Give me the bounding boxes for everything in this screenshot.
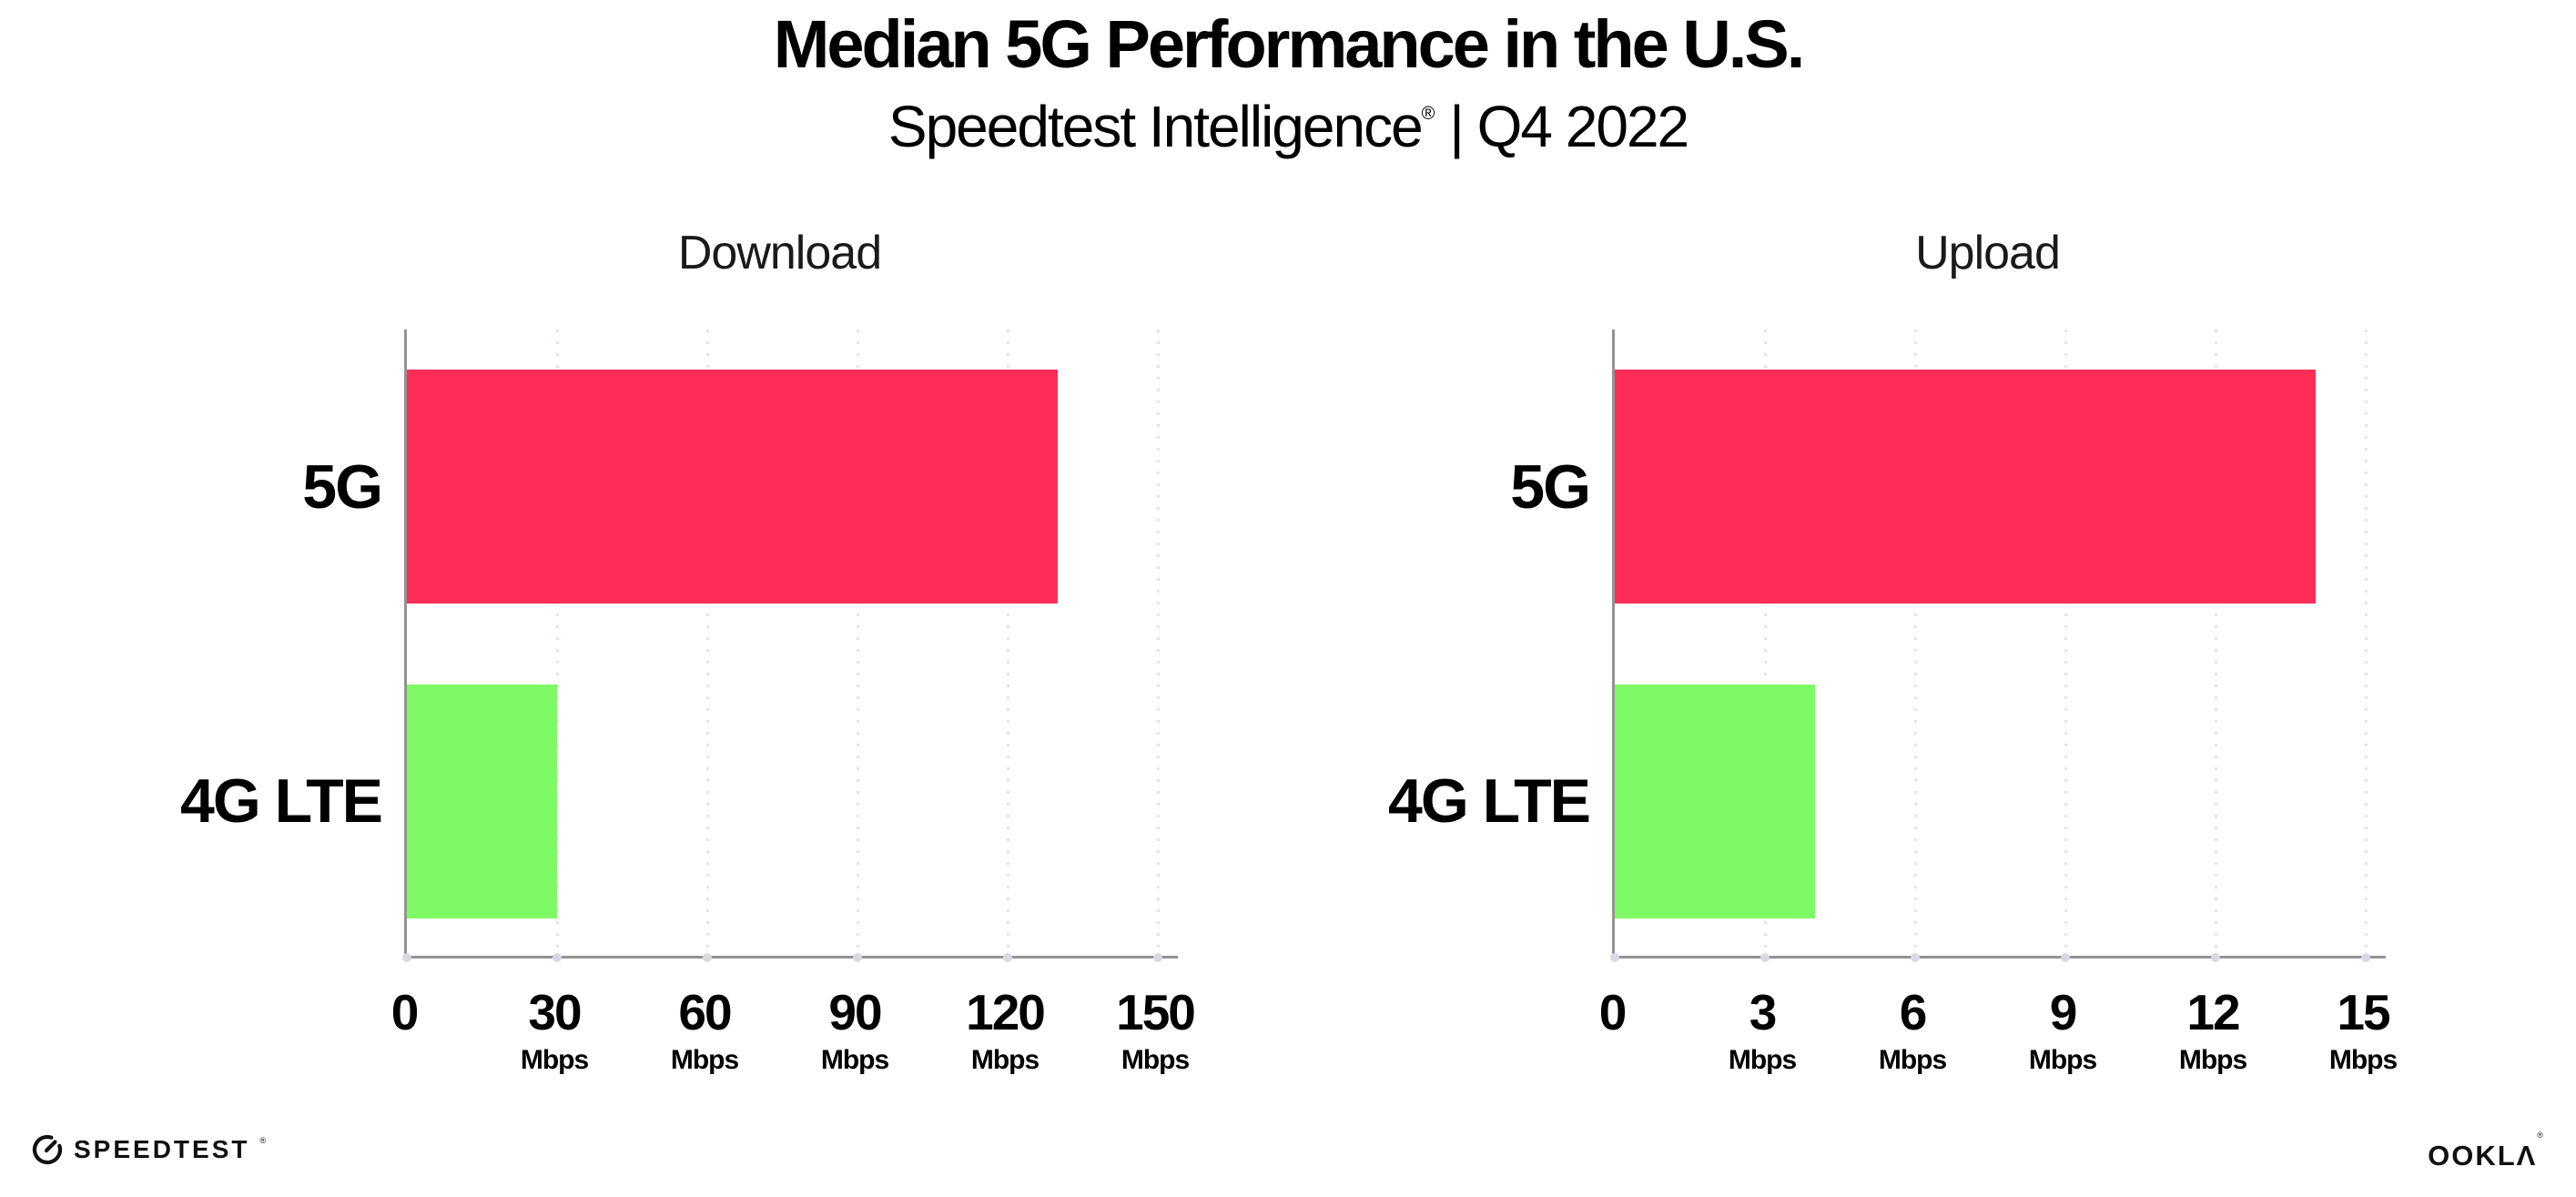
axis-tick-dot-6-upload — [1911, 953, 1920, 962]
gridline-15-upload — [2364, 330, 2368, 956]
x-tick-90-download: 90 Mbps — [773, 983, 937, 1076]
ookla-logo: OOKLΛ ® — [2428, 1131, 2543, 1172]
axis-tick-dot-0-upload — [1610, 953, 1619, 962]
tick-value: 12 — [2186, 984, 2240, 1040]
subtitle-period: Q4 2022 — [1476, 94, 1690, 159]
axis-tick-dot-90-download — [853, 953, 862, 962]
tick-value: 60 — [678, 984, 732, 1040]
x-tick-15-upload: 15 Mbps — [2281, 983, 2445, 1076]
axis-tick-dot-15-upload — [2361, 953, 2370, 962]
tick-unit-label: Mbps — [820, 1045, 889, 1075]
chart-subtitle: Speedtest Intelligence® | Q4 2022 — [0, 93, 2576, 160]
ookla-logo-text: OOKLΛ — [2428, 1140, 2538, 1172]
speedtest-logo-text: SPEEDTEST — [74, 1135, 250, 1163]
gridline-3-upload — [1763, 330, 1767, 956]
download-x-axis: 0 30 Mbps 60 Mbps 90 Mbps 120 Mbps 150 Mbps — [391, 983, 1196, 1120]
axis-tick-dot-0-download — [402, 953, 411, 962]
subtitle-separator: | — [1435, 94, 1477, 159]
x-tick-0-upload: 0 — [1530, 983, 1694, 1041]
x-tick-6-upload: 6 Mbps — [1831, 983, 1994, 1076]
tick-value: 90 — [828, 984, 882, 1040]
tick-unit-label: Mbps — [1121, 1045, 1190, 1075]
bar-5g-download — [407, 370, 1058, 604]
upload-x-axis: 0 3 Mbps 6 Mbps 9 Mbps 12 Mbps 15 Mbps — [1599, 983, 2398, 1120]
x-tick-12-upload: 12 Mbps — [2131, 983, 2295, 1076]
ookla-trademark: ® — [2537, 1131, 2543, 1140]
tick-unit-label: Mbps — [1728, 1045, 1797, 1075]
tick-value: 3 — [1749, 984, 1778, 1040]
chart-main-title: Median 5G Performance in the U.S. — [773, 6, 1806, 82]
gridline-12-upload — [2214, 330, 2217, 956]
axis-tick-dot-9-upload — [2061, 953, 2070, 962]
gridline-60-download — [705, 330, 709, 956]
category-label-4g-lte-upload: 4G LTE — [1388, 766, 1591, 837]
bar-4g-lte-upload — [1615, 684, 1815, 918]
speedtest-gauge-icon — [32, 1134, 63, 1165]
axis-tick-dot-60-download — [703, 953, 712, 962]
tick-unit-label: Mbps — [2328, 1045, 2398, 1075]
x-tick-150-download: 150 Mbps — [1073, 983, 1237, 1076]
upload-chart-title: Upload — [1915, 227, 2061, 279]
x-tick-9-upload: 9 Mbps — [1981, 983, 2145, 1076]
tick-value: 0 — [390, 984, 420, 1040]
category-label-5g-download: 5G — [302, 451, 383, 522]
speedtest-logo: SPEEDTEST ® — [31, 1133, 266, 1166]
gridline-90-download — [856, 330, 859, 956]
x-tick-3-upload: 3 Mbps — [1680, 983, 1844, 1076]
gridline-6-upload — [1913, 330, 1917, 956]
category-label-4g-lte-download: 4G LTE — [180, 766, 383, 837]
tick-value: 30 — [528, 984, 582, 1040]
tick-unit-label: Mbps — [520, 1045, 589, 1075]
gridline-150-download — [1156, 330, 1160, 956]
tick-value: 120 — [966, 984, 1046, 1040]
tick-value: 6 — [1899, 984, 1928, 1040]
tick-unit-label: Mbps — [970, 1045, 1040, 1075]
speedtest-trademark: ® — [259, 1136, 267, 1145]
x-tick-30-download: 30 Mbps — [472, 983, 636, 1076]
download-category-labels: 5G 4G LTE — [67, 330, 383, 959]
bar-5g-upload — [1615, 370, 2316, 604]
upload-plot-area — [1610, 330, 2386, 962]
tick-value: 9 — [2049, 984, 2078, 1040]
tick-unit-label: Mbps — [1878, 1045, 1947, 1075]
tick-unit-label: Mbps — [670, 1045, 739, 1075]
axis-tick-dot-150-download — [1153, 953, 1162, 962]
gridline-120-download — [1006, 330, 1009, 956]
tick-unit-label: Mbps — [2028, 1045, 2097, 1075]
download-plot-area — [402, 330, 1178, 962]
x-tick-0-download: 0 — [322, 983, 486, 1041]
axis-tick-dot-120-download — [1003, 953, 1012, 962]
download-chart-title: Download — [677, 227, 882, 279]
gridline-30-download — [555, 330, 559, 956]
axis-tick-dot-30-download — [553, 953, 562, 962]
x-tick-120-download: 120 Mbps — [923, 983, 1087, 1076]
tick-value: 0 — [1598, 984, 1628, 1040]
tick-unit-label: Mbps — [2178, 1045, 2247, 1075]
tick-value: 15 — [2337, 984, 2390, 1040]
registered-mark: ® — [1421, 104, 1435, 124]
category-label-5g-upload: 5G — [1510, 451, 1591, 522]
subtitle-brand: Speedtest Intelligence — [887, 94, 1424, 159]
tick-value: 150 — [1116, 984, 1196, 1040]
bar-4g-lte-download — [407, 684, 557, 918]
upload-category-labels: 5G 4G LTE — [1275, 330, 1591, 959]
axis-tick-dot-3-upload — [1760, 953, 1770, 962]
axis-tick-dot-12-upload — [2211, 953, 2220, 962]
gridline-9-upload — [2064, 330, 2067, 956]
x-tick-60-download: 60 Mbps — [623, 983, 786, 1076]
